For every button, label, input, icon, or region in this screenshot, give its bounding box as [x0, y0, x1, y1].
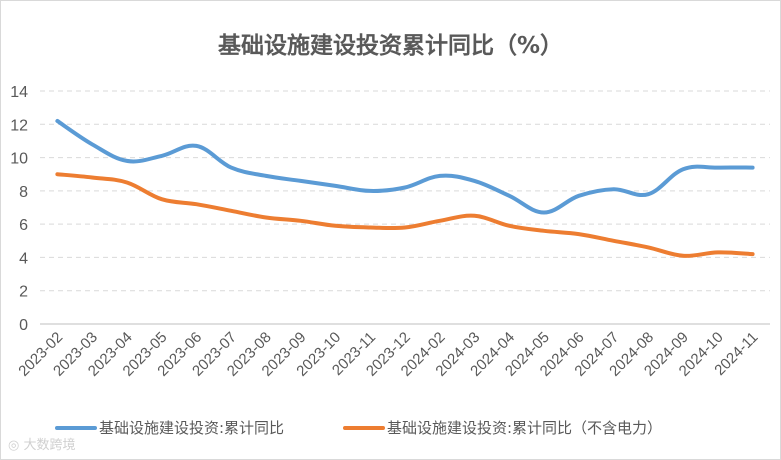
y-tick-label: 8 [19, 184, 28, 201]
y-tick-label: 12 [10, 117, 28, 134]
y-tick-label: 2 [19, 284, 28, 301]
y-tick-label: 0 [19, 317, 28, 334]
watermark-icon: ◎ [8, 438, 20, 453]
gridlines [40, 90, 770, 292]
series-line-1 [55, 118, 755, 215]
watermark-logo: ◎ 大数跨境 [8, 434, 76, 453]
y-tick-label: 6 [19, 217, 28, 234]
y-axis-ticks: 0 2 4 6 8 10 12 14 [10, 84, 28, 334]
legend: 基础设施建设投资:累计同比 基础设施建设投资:累计同比（不含电力） [55, 419, 662, 437]
legend-label-2: 基础设施建设投资:累计同比（不含电力） [387, 419, 662, 437]
legend-label-1: 基础设施建设投资:累计同比 [99, 419, 284, 437]
y-tick-label: 10 [10, 151, 28, 168]
series-lines [55, 118, 755, 258]
chart-title: 基础设施建设投资累计同比（%） [217, 33, 564, 59]
x-axis-ticks: 2023-022023-032023-042023-052023-062023-… [15, 329, 761, 380]
y-tick-label: 4 [19, 250, 28, 267]
series-line-2 [55, 172, 755, 258]
watermark-text: 大数跨境 [23, 438, 76, 453]
y-tick-label: 14 [10, 84, 28, 101]
